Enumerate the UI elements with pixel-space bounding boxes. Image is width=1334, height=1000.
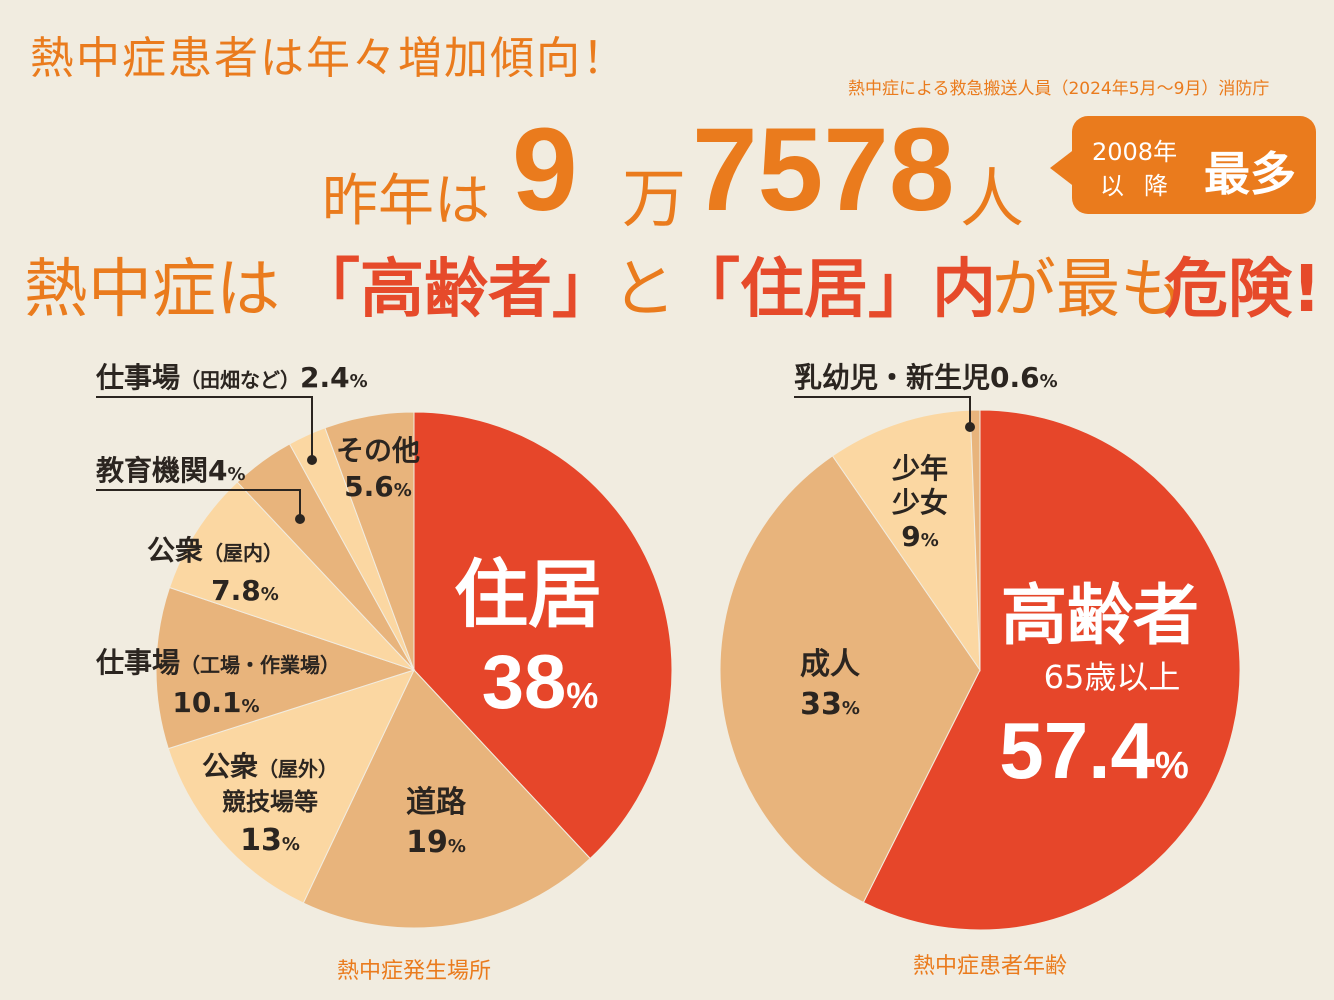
- count-unit-man: 万: [622, 163, 686, 237]
- label-road: 道路: [406, 785, 467, 820]
- badge-year: 2008年: [1092, 138, 1178, 166]
- label-youth-1: 少年: [892, 452, 948, 485]
- label-elderly-value: 57.4%: [999, 706, 1189, 795]
- slice-adult: [719, 455, 981, 904]
- label-youth-value: 9%: [901, 520, 939, 553]
- caption-age: 熱中症患者年齢: [912, 954, 1067, 979]
- label-adult-value: 33%: [800, 687, 860, 722]
- leader-dot-field: [307, 455, 317, 465]
- danger-c: と: [612, 253, 676, 327]
- label-indoor-public-value: 7.8%: [211, 574, 279, 607]
- record-badge: [1072, 116, 1316, 214]
- label-other-name: その他: [336, 434, 420, 467]
- label-education: 教育機関4%: [96, 454, 246, 487]
- leader-line-education: [96, 489, 301, 517]
- label-outdoor-public-value: 13%: [240, 823, 300, 858]
- slice-outdoor-public: [167, 669, 415, 904]
- age-pie: [719, 409, 1241, 931]
- label-field: 仕事場（田畑など）2.4%: [95, 361, 368, 394]
- count-rest: 7578: [692, 104, 955, 236]
- slice-home: [413, 411, 673, 860]
- count-unit-people: 人: [960, 163, 1024, 237]
- slice-factory: [155, 586, 416, 750]
- leader-dot-education: [295, 514, 305, 524]
- label-elderly: 高齢者: [1001, 577, 1199, 654]
- label-factory: 仕事場（工場・作業場）: [95, 646, 340, 679]
- label-indoor-public: 公衆（屋内）: [147, 534, 283, 567]
- headline: 熱中症患者は年々増加傾向！: [30, 33, 628, 84]
- slice-elderly: [862, 409, 1241, 931]
- location-pie: [155, 411, 673, 929]
- danger-home: 「住居」内: [676, 253, 996, 327]
- badge-since: 以降: [1100, 172, 1188, 200]
- badge-pointer: [1050, 148, 1076, 188]
- count-man: 9: [512, 104, 578, 236]
- label-home-value: 38%: [482, 640, 599, 725]
- slice-road: [302, 669, 591, 929]
- danger-elderly: 「高齢者」: [296, 253, 616, 327]
- slice-indoor-public: [168, 481, 415, 671]
- label-adult: 成人: [800, 647, 860, 682]
- danger-a: 熱中症は: [24, 253, 280, 327]
- label-outdoor-public: 公衆（屋外）: [202, 750, 338, 783]
- label-other-value: 5.6%: [344, 470, 412, 503]
- leader-dot-infant: [965, 422, 975, 432]
- label-road-value: 19%: [406, 825, 466, 860]
- caption-location: 熱中症発生場所: [336, 959, 491, 984]
- danger-f: 危険!: [1164, 253, 1322, 327]
- label-elderly-sub: 65歳以上: [1044, 658, 1181, 696]
- label-home: 住居: [454, 552, 602, 638]
- badge-max: 最多: [1204, 147, 1296, 201]
- source-note: 熱中症による救急搬送人員（2024年5月〜9月）消防庁: [848, 79, 1270, 99]
- label-factory-value: 10.1%: [172, 686, 259, 719]
- leader-line-field: [96, 396, 313, 458]
- danger-e: が最も: [992, 253, 1184, 327]
- leader-line-infant: [794, 396, 971, 425]
- slice-other: [324, 411, 415, 671]
- count-prefix: 昨年は: [322, 169, 490, 234]
- label-youth-2: 少女: [892, 486, 948, 519]
- label-outdoor-public-2: 競技場等: [222, 788, 318, 816]
- label-infant: 乳幼児・新生児0.6%: [794, 361, 1058, 394]
- slice-youth: [831, 409, 981, 672]
